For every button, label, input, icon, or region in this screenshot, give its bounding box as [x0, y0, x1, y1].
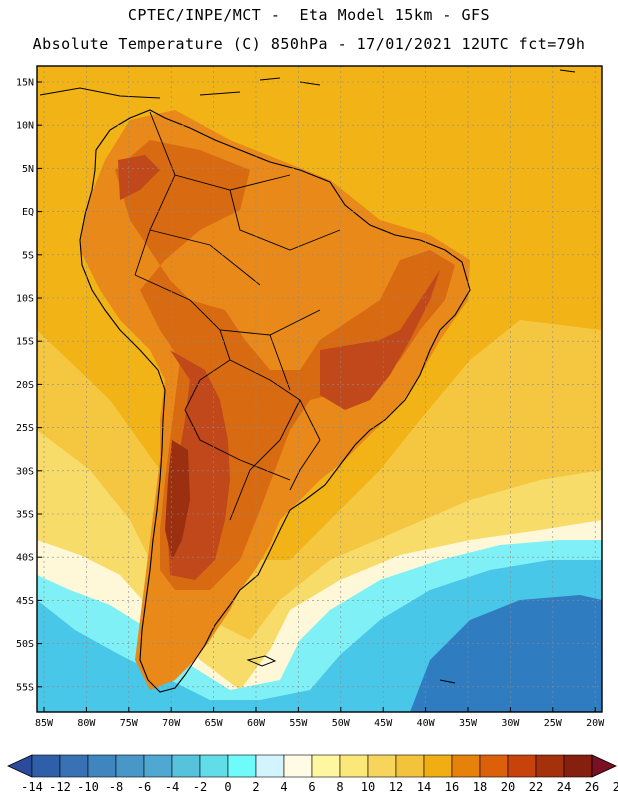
lon-label: 45W [374, 718, 393, 729]
lon-label: 30W [501, 718, 520, 729]
colorbar-label: 8 [336, 780, 343, 794]
colorbar-label: 14 [417, 780, 431, 794]
colorbar-swatch [479, 754, 509, 778]
lat-label: 15S [16, 337, 34, 348]
map-title-line1: CPTEC/INPE/MCT - Eta Model 15km - GFS [127, 6, 491, 24]
colorbar-label: 16 [445, 780, 459, 794]
south-america-coastline [79, 109, 471, 693]
lon-label: 35W [459, 718, 478, 729]
lon-label: 20W [586, 718, 605, 729]
longitude-labels: 85W 80W 75W 70W 65W 60W 55W 50W 45W 40W 35W 30W 25W 2… [35, 707, 605, 729]
falkland-islands [246, 655, 277, 667]
land-hottest-zone [165, 440, 190, 560]
map-gridlines [37, 66, 602, 712]
lon-label: 85W [35, 718, 54, 729]
land-hotter-zone-2 [320, 270, 440, 410]
lat-label: 30S [16, 466, 34, 477]
colorbar-swatch [563, 754, 593, 778]
south-georgia-island [439, 679, 456, 684]
map-frame [36, 65, 603, 713]
colorbar-swatch [31, 754, 61, 778]
colorbar-label: 24 [557, 780, 571, 794]
lat-label: 20S [16, 380, 34, 391]
colorbar-swatch [115, 754, 145, 778]
lat-label: 50S [16, 639, 34, 650]
lat-label: 55S [16, 682, 34, 693]
lon-label: 60W [247, 718, 266, 729]
colorbar-swatch [367, 754, 397, 778]
colorbar: -14 -12 -10 -8 -6 -4 -2 0 2 4 6 8 10 12 14 16 18 20 22 24 26… [7, 754, 618, 794]
colorbar-high-arrow [591, 754, 617, 778]
colorbar-swatch [339, 754, 369, 778]
lon-label: 75W [120, 718, 139, 729]
colorbar-label: -8 [109, 780, 123, 794]
map-title-line2: Absolute Temperature (C) 850hPa - 17/01/… [32, 35, 586, 53]
lat-label: 5N [22, 164, 34, 175]
lon-label: 25W [544, 718, 563, 729]
colorbar-swatch [143, 754, 173, 778]
map-field [37, 66, 602, 712]
colorbar-swatch [311, 754, 341, 778]
lat-label: 5S [22, 250, 34, 261]
colorbar-label: 20 [501, 780, 515, 794]
country-borders [134, 111, 341, 521]
lon-label: 40W [417, 718, 436, 729]
colorbar-label: -4 [165, 780, 179, 794]
colorbar-label: -2 [193, 780, 207, 794]
cold-deep-region [410, 595, 602, 712]
lat-label: 15N [16, 78, 34, 89]
colorbar-swatch [227, 754, 257, 778]
latitude-labels: 15N 10N 5N EQ 5S 10S 15S 20S 25S 30S 35S 40S 45S 50S 5… [16, 78, 42, 693]
lon-label: 55W [289, 718, 308, 729]
lat-label: 35S [16, 510, 34, 521]
lat-label: 40S [16, 553, 34, 564]
colorbar-swatch [199, 754, 229, 778]
lat-label: EQ [22, 207, 34, 218]
lat-label: 45S [16, 596, 34, 607]
colorbar-swatch [87, 754, 117, 778]
colorbar-label: 28 [613, 780, 618, 794]
lat-label: 25S [16, 423, 34, 434]
colorbar-label: -10 [77, 780, 99, 794]
colorbar-label: 12 [389, 780, 403, 794]
colorbar-swatch [507, 754, 537, 778]
lon-label: 70W [162, 718, 181, 729]
colorbar-swatch [255, 754, 285, 778]
lon-label: 65W [205, 718, 224, 729]
colorbar-swatch [451, 754, 481, 778]
colorbar-label: 0 [224, 780, 231, 794]
colorbar-swatch [59, 754, 89, 778]
colorbar-label: 6 [308, 780, 315, 794]
colorbar-swatch [283, 754, 313, 778]
colorbar-swatch [171, 754, 201, 778]
lon-label: 50W [332, 718, 351, 729]
colorbar-label: 26 [585, 780, 599, 794]
colorbar-swatch [395, 754, 425, 778]
lat-label: 10N [16, 121, 34, 132]
colorbar-swatch [423, 754, 453, 778]
colorbar-label: 18 [473, 780, 487, 794]
caribbean-islands [39, 69, 576, 99]
lon-label: 80W [77, 718, 96, 729]
colorbar-label: 22 [529, 780, 543, 794]
colorbar-label: 2 [252, 780, 259, 794]
colorbar-label: -14 [21, 780, 43, 794]
colorbar-low-arrow [7, 754, 33, 778]
colorbar-label: 4 [280, 780, 287, 794]
colorbar-label: -6 [137, 780, 151, 794]
colorbar-label: -12 [49, 780, 71, 794]
colorbar-swatch [535, 754, 565, 778]
lat-label: 10S [16, 294, 34, 305]
colorbar-label: 10 [361, 780, 375, 794]
